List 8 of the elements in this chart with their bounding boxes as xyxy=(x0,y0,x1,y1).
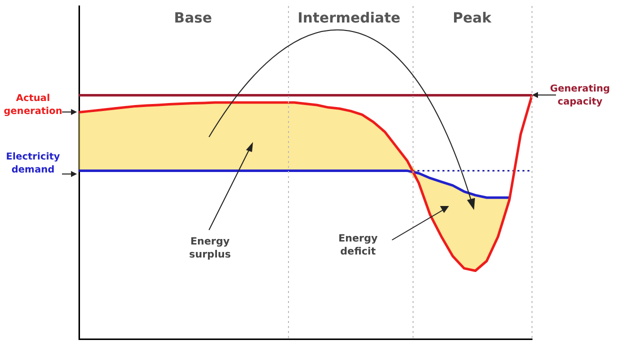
text: Electricity demand xyxy=(6,151,61,176)
series-label: Generating capacity xyxy=(550,84,610,108)
text: Peak xyxy=(452,10,492,27)
annotation: Energy surplus xyxy=(189,236,231,261)
text: Intermediate xyxy=(298,10,400,27)
annotation: Energy deficit xyxy=(338,234,378,258)
series-label: Actual generation xyxy=(4,92,63,117)
text: Base xyxy=(174,10,212,27)
